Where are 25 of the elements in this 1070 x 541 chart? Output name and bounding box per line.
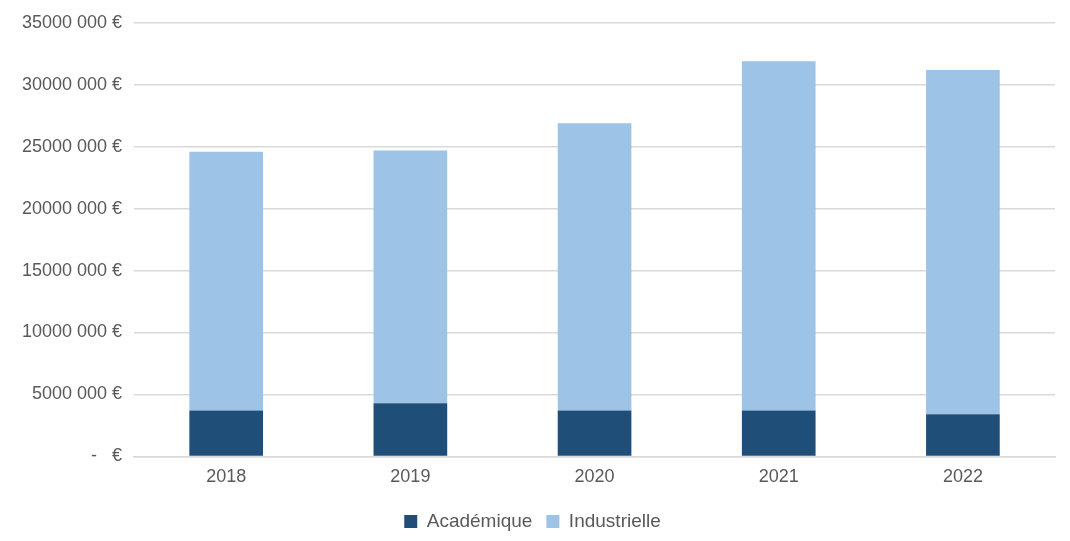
bar	[741, 61, 816, 411]
bar	[373, 403, 448, 456]
bar	[741, 410, 816, 456]
y-tick-label: 30000 000 €	[21, 73, 123, 94]
bar	[557, 410, 632, 456]
x-tick-label: 2018	[206, 466, 247, 487]
x-tick-label: 2019	[390, 466, 431, 487]
bar	[189, 151, 264, 411]
y-tick-label: 15000 000 €	[21, 259, 123, 280]
bar	[926, 69, 1000, 415]
y-tick-label: 20000 000 €	[21, 197, 123, 218]
bar	[557, 123, 632, 411]
legend-label: Académique	[426, 509, 533, 531]
x-tick-label: 2020	[574, 466, 615, 487]
x-tick-label: 2022	[942, 466, 983, 487]
y-tick-label: - €	[91, 445, 123, 466]
bar	[189, 410, 264, 456]
y-tick-label: 25000 000 €	[21, 135, 123, 156]
x-tick-label: 2021	[758, 466, 799, 487]
y-tick-label: 5000 000 €	[32, 383, 123, 404]
legend-label: Industrielle	[568, 509, 661, 531]
y-tick-label: 35000 000 €	[21, 11, 123, 32]
y-tick-label: 10000 000 €	[21, 321, 123, 342]
bar	[926, 414, 1000, 456]
bar	[373, 150, 448, 404]
